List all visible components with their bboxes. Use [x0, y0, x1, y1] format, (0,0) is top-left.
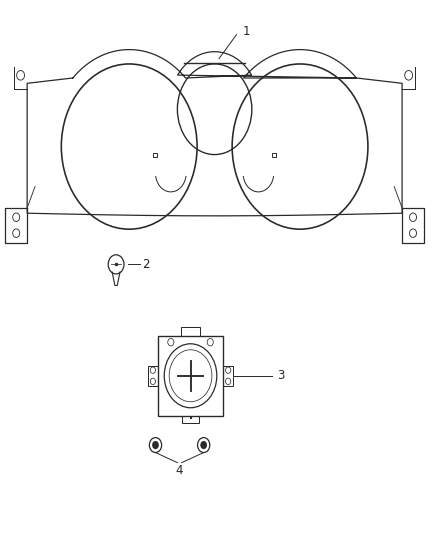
Bar — [182, 416, 199, 423]
Bar — [158, 336, 223, 416]
Text: 3: 3 — [277, 369, 284, 382]
Bar — [223, 366, 233, 386]
Circle shape — [152, 441, 159, 449]
Bar — [180, 327, 200, 336]
Text: 4: 4 — [176, 464, 184, 477]
Text: 2: 2 — [142, 258, 150, 271]
Bar — [148, 366, 158, 386]
Text: 1: 1 — [243, 26, 251, 38]
Circle shape — [200, 441, 207, 449]
